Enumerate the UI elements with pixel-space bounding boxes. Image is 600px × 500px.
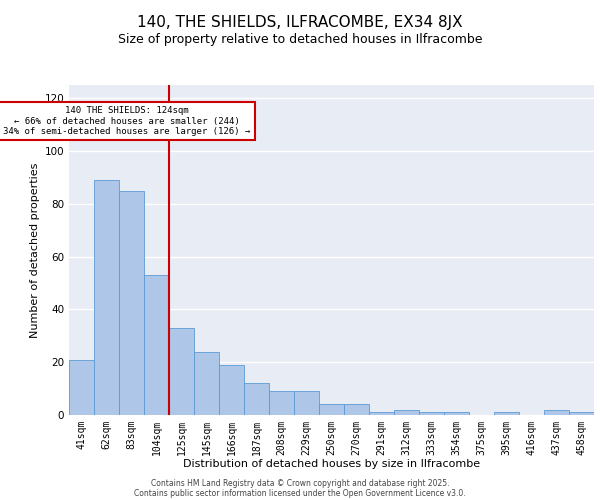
Bar	[269, 391, 294, 415]
Bar	[244, 384, 269, 415]
Bar	[69, 360, 94, 415]
Bar	[544, 410, 569, 415]
Text: 140 THE SHIELDS: 124sqm
← 66% of detached houses are smaller (244)
34% of semi-d: 140 THE SHIELDS: 124sqm ← 66% of detache…	[3, 106, 250, 136]
Y-axis label: Number of detached properties: Number of detached properties	[30, 162, 40, 338]
Bar	[369, 412, 394, 415]
Bar	[144, 275, 169, 415]
Bar	[494, 412, 519, 415]
Text: Size of property relative to detached houses in Ilfracombe: Size of property relative to detached ho…	[118, 32, 482, 46]
Bar	[219, 365, 244, 415]
Bar	[344, 404, 369, 415]
Bar	[194, 352, 219, 415]
X-axis label: Distribution of detached houses by size in Ilfracombe: Distribution of detached houses by size …	[183, 460, 480, 469]
Text: 140, THE SHIELDS, ILFRACOMBE, EX34 8JX: 140, THE SHIELDS, ILFRACOMBE, EX34 8JX	[137, 15, 463, 30]
Bar	[569, 412, 594, 415]
Bar	[394, 410, 419, 415]
Bar	[444, 412, 469, 415]
Text: Contains public sector information licensed under the Open Government Licence v3: Contains public sector information licen…	[134, 488, 466, 498]
Bar	[169, 328, 194, 415]
Bar	[319, 404, 344, 415]
Text: Contains HM Land Registry data © Crown copyright and database right 2025.: Contains HM Land Registry data © Crown c…	[151, 478, 449, 488]
Bar	[294, 391, 319, 415]
Bar	[119, 190, 144, 415]
Bar	[94, 180, 119, 415]
Bar	[419, 412, 444, 415]
